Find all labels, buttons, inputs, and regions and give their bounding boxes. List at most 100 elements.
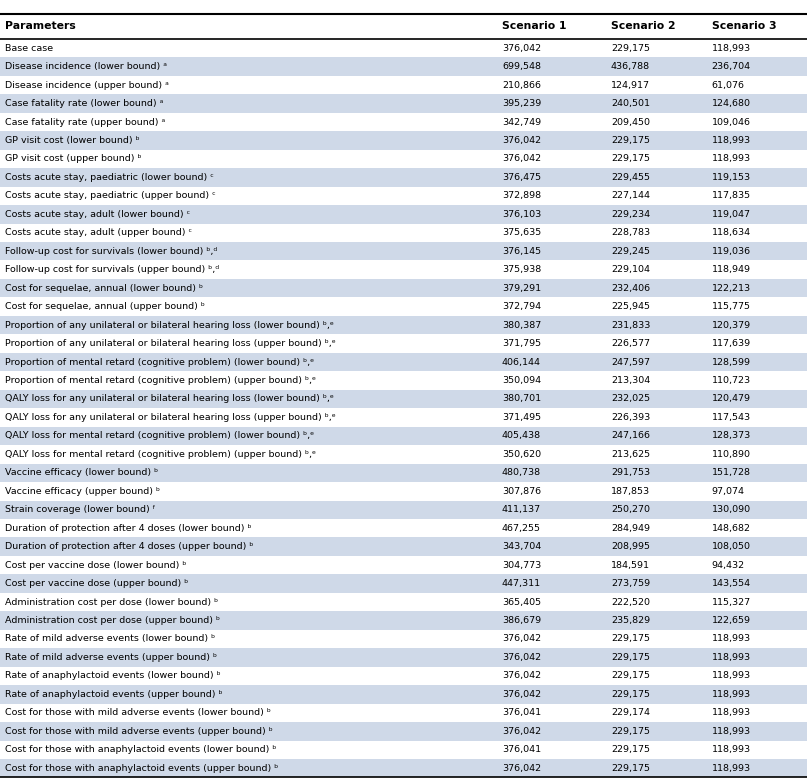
Bar [0, 334, 807, 353]
Text: Disease incidence (lower bound) ᵃ: Disease incidence (lower bound) ᵃ [5, 62, 167, 71]
Text: 376,042: 376,042 [502, 671, 541, 680]
Text: 229,175: 229,175 [611, 653, 650, 662]
Text: 143,554: 143,554 [712, 579, 751, 588]
Text: 229,174: 229,174 [611, 708, 650, 717]
Text: 128,373: 128,373 [712, 432, 751, 440]
Text: 291,753: 291,753 [611, 468, 650, 478]
Text: 350,094: 350,094 [502, 376, 541, 385]
Bar [0, 574, 807, 593]
Bar [0, 94, 807, 113]
Text: 250,270: 250,270 [611, 506, 650, 514]
Text: 120,479: 120,479 [712, 394, 751, 404]
Text: GP visit cost (upper bound) ᵇ: GP visit cost (upper bound) ᵇ [5, 154, 141, 164]
Text: 376,103: 376,103 [502, 210, 541, 219]
Text: 343,704: 343,704 [502, 542, 541, 552]
Text: Cost for those with anaphylactoid events (upper bound) ᵇ: Cost for those with anaphylactoid events… [5, 763, 278, 773]
Bar [0, 519, 807, 538]
Text: 236,704: 236,704 [712, 62, 751, 71]
Text: 118,993: 118,993 [712, 634, 751, 643]
Text: Follow-up cost for survivals (lower bound) ᵇ,ᵈ: Follow-up cost for survivals (lower boun… [5, 247, 217, 256]
Text: 97,074: 97,074 [712, 487, 745, 495]
Bar [0, 593, 807, 612]
Text: 229,175: 229,175 [611, 634, 650, 643]
Text: 229,175: 229,175 [611, 690, 650, 699]
Text: 187,853: 187,853 [611, 487, 650, 495]
Text: Scenario 3: Scenario 3 [712, 22, 776, 31]
Text: 376,042: 376,042 [502, 44, 541, 53]
Text: Base case: Base case [5, 44, 53, 53]
Text: 227,144: 227,144 [611, 192, 650, 200]
Text: 240,501: 240,501 [611, 99, 650, 108]
Text: 118,993: 118,993 [712, 671, 751, 680]
Text: 118,993: 118,993 [712, 708, 751, 717]
Text: 94,432: 94,432 [712, 561, 745, 569]
Text: 379,291: 379,291 [502, 284, 541, 293]
Bar [0, 556, 807, 574]
Text: 229,175: 229,175 [611, 727, 650, 736]
Text: 229,175: 229,175 [611, 746, 650, 754]
Text: 210,866: 210,866 [502, 80, 541, 90]
Text: 376,145: 376,145 [502, 247, 541, 256]
Text: 184,591: 184,591 [611, 561, 650, 569]
Text: 61,076: 61,076 [712, 80, 745, 90]
Bar [0, 242, 807, 260]
Text: 380,701: 380,701 [502, 394, 541, 404]
Bar [0, 612, 807, 629]
Text: 480,738: 480,738 [502, 468, 541, 478]
Text: Vaccine efficacy (upper bound) ᵇ: Vaccine efficacy (upper bound) ᵇ [5, 487, 160, 495]
Text: 411,137: 411,137 [502, 506, 541, 514]
Text: 376,041: 376,041 [502, 746, 541, 754]
Text: Rate of mild adverse events (upper bound) ᵇ: Rate of mild adverse events (upper bound… [5, 653, 217, 662]
Text: 213,625: 213,625 [611, 449, 650, 459]
Text: 232,406: 232,406 [611, 284, 650, 293]
Bar [0, 759, 807, 777]
Text: 222,520: 222,520 [611, 597, 650, 607]
Text: 436,788: 436,788 [611, 62, 650, 71]
Text: 118,993: 118,993 [712, 653, 751, 662]
Text: 405,438: 405,438 [502, 432, 541, 440]
Bar [0, 648, 807, 667]
Text: 118,993: 118,993 [712, 690, 751, 699]
Text: 406,144: 406,144 [502, 358, 541, 367]
Bar [0, 408, 807, 427]
Text: 229,455: 229,455 [611, 173, 650, 182]
Text: 118,993: 118,993 [712, 154, 751, 164]
Bar [0, 667, 807, 686]
Bar [0, 538, 807, 556]
Bar [0, 390, 807, 408]
Text: Disease incidence (upper bound) ᵃ: Disease incidence (upper bound) ᵃ [5, 80, 169, 90]
Bar [0, 501, 807, 519]
Text: Scenario 1: Scenario 1 [502, 22, 567, 31]
Bar [0, 279, 807, 298]
Text: Cost per vaccine dose (upper bound) ᵇ: Cost per vaccine dose (upper bound) ᵇ [5, 579, 188, 588]
Text: 231,833: 231,833 [611, 321, 650, 330]
Bar [0, 76, 807, 94]
Text: 118,993: 118,993 [712, 746, 751, 754]
Bar [0, 187, 807, 205]
Text: Vaccine efficacy (lower bound) ᵇ: Vaccine efficacy (lower bound) ᵇ [5, 468, 158, 478]
Bar [0, 298, 807, 316]
Text: 229,104: 229,104 [611, 265, 650, 274]
Bar [0, 464, 807, 482]
Bar [0, 427, 807, 445]
Text: 307,876: 307,876 [502, 487, 541, 495]
Bar [0, 372, 807, 390]
Text: 228,783: 228,783 [611, 228, 650, 238]
Text: 229,175: 229,175 [611, 44, 650, 53]
Bar [0, 39, 807, 58]
Text: 371,795: 371,795 [502, 339, 541, 348]
Text: Cost for those with mild adverse events (lower bound) ᵇ: Cost for those with mild adverse events … [5, 708, 270, 717]
Bar [0, 205, 807, 224]
Text: Cost for sequelae, annual (lower bound) ᵇ: Cost for sequelae, annual (lower bound) … [5, 284, 203, 293]
Bar [0, 722, 807, 741]
Text: 376,475: 376,475 [502, 173, 541, 182]
Text: Strain coverage (lower bound) ᶠ: Strain coverage (lower bound) ᶠ [5, 506, 156, 514]
Text: 247,597: 247,597 [611, 358, 650, 367]
Bar [0, 168, 807, 187]
Text: Cost for those with anaphylactoid events (lower bound) ᵇ: Cost for those with anaphylactoid events… [5, 746, 276, 754]
Text: 213,304: 213,304 [611, 376, 650, 385]
Text: Proportion of mental retard (cognitive problem) (upper bound) ᵇ,ᵉ: Proportion of mental retard (cognitive p… [5, 376, 316, 385]
Text: 124,680: 124,680 [712, 99, 751, 108]
Text: Case fatality rate (upper bound) ᵃ: Case fatality rate (upper bound) ᵃ [5, 118, 165, 126]
Text: 229,175: 229,175 [611, 763, 650, 773]
